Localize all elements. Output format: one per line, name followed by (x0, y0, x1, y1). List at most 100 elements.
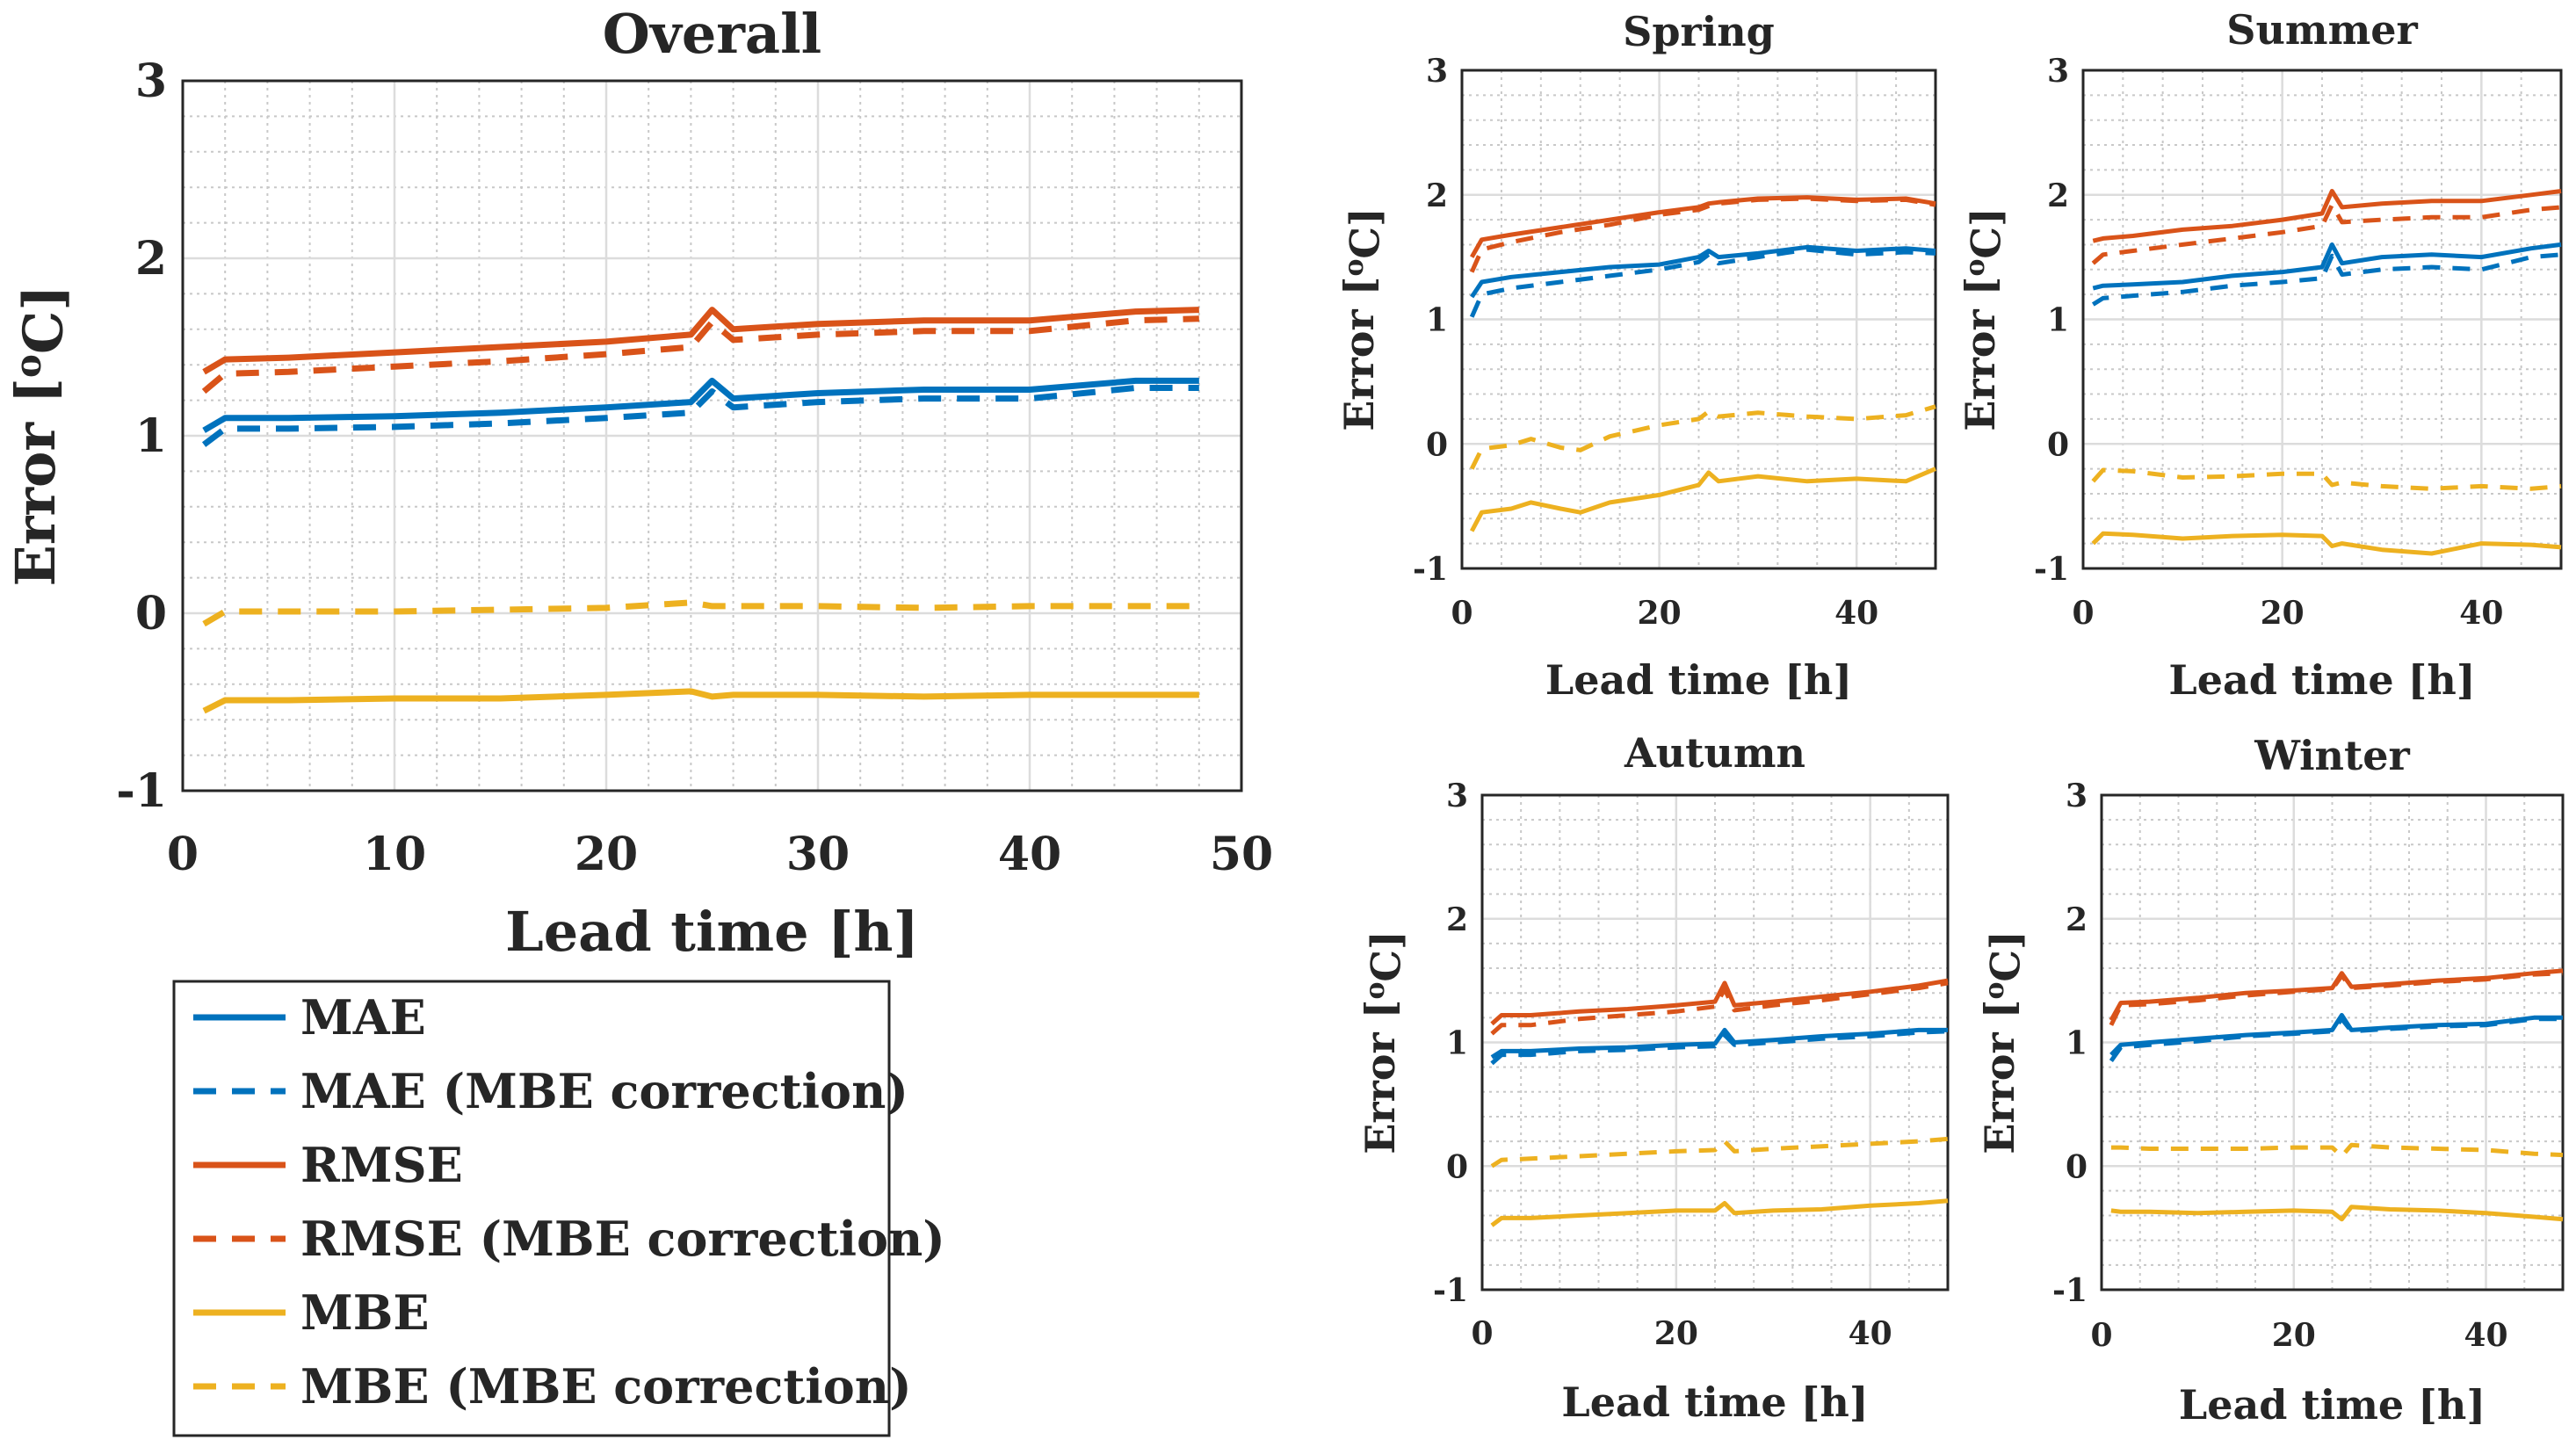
legend-label-mbe: MBE (300, 1284, 430, 1341)
y-axis-label: Error [oC] (1957, 207, 2009, 431)
y-tick-label: -1 (1413, 551, 1448, 588)
legend-label-mbe_c: MBE (MBE correction) (300, 1358, 912, 1414)
x-tick-label: 40 (1849, 1315, 1892, 1352)
series-line-rmse (202, 307, 1199, 375)
chart-title: Winter (2254, 732, 2410, 779)
y-tick-label: -1 (2052, 1272, 2088, 1309)
y-tick-label: 1 (1446, 1025, 1468, 1062)
x-tick-label: 0 (2090, 1317, 2112, 1354)
y-tick-label: 0 (1446, 1148, 1468, 1185)
chart-title: Summer (2226, 6, 2418, 54)
series-line-rmse (2092, 189, 2562, 243)
y-axis-label: Error [oC] (1335, 207, 1388, 431)
y-tick-label: -1 (1433, 1272, 1468, 1309)
x-tick-label: 40 (998, 828, 1061, 881)
series-line-mae_c (1469, 247, 1936, 318)
series-line-mae_c (2091, 252, 2562, 307)
y-tick-label: -1 (116, 764, 167, 818)
legend-label-mae_c: MAE (MBE correction) (300, 1063, 908, 1119)
x-axis-label: Lead time [h] (2179, 1381, 2486, 1429)
x-tick-label: 40 (1834, 595, 1878, 632)
x-tick-label: 0 (2072, 595, 2094, 632)
y-tick-label: 1 (1426, 302, 1448, 339)
x-axis-label: Lead time [h] (1561, 1378, 1868, 1426)
axes-box (2081, 69, 2563, 570)
x-tick-label: 40 (2464, 1317, 2507, 1354)
series-line-mbe_c (202, 599, 1199, 627)
y-tick-label: 3 (2047, 53, 2069, 90)
x-tick-label: 20 (2261, 595, 2305, 632)
y-tick-label: 3 (135, 54, 167, 108)
series-line-mbe (1469, 467, 1936, 532)
x-tick-label: 0 (1451, 595, 1473, 632)
series-line-rmse_c (1469, 196, 1936, 273)
series-line-mae (202, 377, 1199, 433)
y-tick-label: 2 (2066, 901, 2088, 938)
series-line-rmse_c (1490, 980, 1949, 1036)
series-line-mbe_c (2091, 467, 2562, 491)
x-tick-label: 10 (363, 828, 426, 881)
series-line-mae (2109, 1013, 2563, 1057)
y-tick-label: 3 (1446, 778, 1468, 814)
axes-box (181, 79, 1243, 792)
x-tick-label: 20 (1638, 595, 1682, 632)
x-axis-label: Lead time [h] (1545, 656, 1852, 704)
y-tick-label: 2 (1446, 901, 1468, 938)
y-tick-label: 3 (1426, 53, 1448, 90)
legend: MAE MAE (MBE correction) RMSE RMSE (MBE cor… (172, 980, 945, 1437)
y-tick-label: 1 (2047, 302, 2069, 339)
x-axis-label: Lead time [h] (505, 900, 919, 964)
y-tick-label: 2 (2047, 177, 2069, 214)
series-line-mbe_c (1469, 404, 1936, 470)
series-line-rmse_c (2091, 202, 2562, 265)
legend-label-rmse_c: RMSE (MBE correction) (300, 1211, 945, 1267)
y-tick-label: 0 (2066, 1148, 2088, 1185)
series-line-rmse_c (2109, 971, 2564, 1026)
x-tick-label: 40 (2459, 595, 2503, 632)
y-tick-label: 1 (2066, 1025, 2088, 1062)
y-tick-label: 0 (1426, 426, 1448, 463)
legend-label-mae: MAE (300, 989, 426, 1045)
axes-box (2100, 793, 2565, 1291)
y-tick-label: 1 (135, 409, 167, 463)
x-tick-label: 0 (1471, 1315, 1493, 1352)
x-tick-label: 50 (1210, 828, 1273, 881)
y-tick-label: 3 (2066, 778, 2088, 814)
x-axis-label: Lead time [h] (2168, 656, 2475, 704)
series-line-mae (2092, 242, 2562, 291)
y-tick-label: 2 (135, 232, 167, 286)
y-tick-label: -1 (2034, 551, 2069, 588)
series-line-mae_c (201, 385, 1199, 447)
axes-box (1460, 69, 1937, 570)
legend-label-rmse: RMSE (300, 1137, 463, 1193)
axes-box (1480, 793, 1950, 1291)
y-axis-label: Error [oC] (4, 285, 76, 586)
chart-title: Autumn (1624, 729, 1805, 777)
y-axis-label: Error [oC] (1357, 930, 1409, 1154)
x-tick-label: 20 (1654, 1315, 1698, 1352)
series-line-mae (1470, 244, 1936, 299)
chart-title: Spring (1623, 8, 1775, 55)
series-line-mbe (2091, 531, 2562, 556)
legend-box (172, 980, 891, 1437)
y-axis-label: Error [oC] (1976, 930, 2029, 1154)
chart-title: Overall (603, 2, 821, 66)
x-tick-label: 20 (2272, 1317, 2316, 1354)
series-line-mbe_c (2110, 1142, 2564, 1159)
series-line-mae (1490, 1027, 1948, 1060)
y-tick-label: 0 (135, 587, 167, 640)
x-tick-label: 30 (786, 828, 850, 881)
y-tick-label: 0 (2047, 426, 2069, 463)
x-tick-label: 0 (167, 828, 199, 881)
series-line-mbe (2110, 1205, 2564, 1222)
y-tick-label: 2 (1426, 177, 1448, 214)
series-line-mbe (1490, 1198, 1949, 1227)
x-tick-label: 20 (575, 828, 638, 881)
series-line-mbe (202, 688, 1199, 714)
